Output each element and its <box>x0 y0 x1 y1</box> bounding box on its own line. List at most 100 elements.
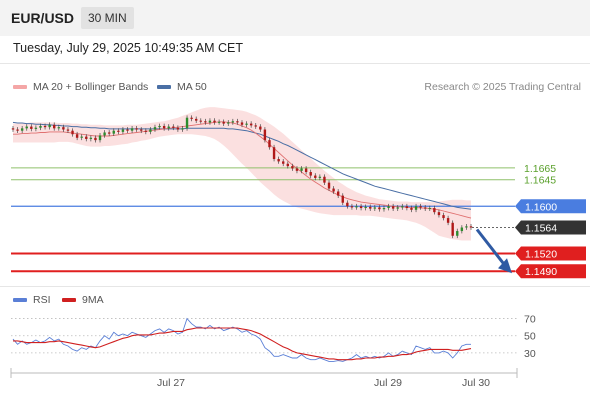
candle-body <box>217 121 221 123</box>
candle-body <box>378 207 381 210</box>
candle-body <box>437 212 441 216</box>
rsi-panel: 70 50 30 <box>11 314 536 362</box>
candle-body <box>140 129 143 131</box>
candle-body <box>199 120 202 122</box>
candle-body <box>318 176 322 178</box>
candle-body <box>153 127 157 130</box>
level-tag <box>515 220 586 235</box>
legend-label-rsi: RSI <box>33 294 51 306</box>
rsi-swatch-icon <box>13 298 27 303</box>
ma20-swatch-icon <box>13 85 27 90</box>
candle-body <box>469 226 473 228</box>
rsi-tick-label: 50 <box>524 331 536 343</box>
candle-body <box>34 127 38 129</box>
candle-body <box>167 126 170 129</box>
candle-body <box>332 188 335 192</box>
candle-body <box>135 128 138 130</box>
candle-body <box>71 130 74 135</box>
candle-body <box>130 128 134 131</box>
candle-body <box>53 124 56 129</box>
candle-body <box>327 182 331 189</box>
candle-body <box>373 207 377 209</box>
candle-body <box>204 121 207 123</box>
candle-body <box>80 136 83 138</box>
level-label: 1.1490 <box>525 266 557 278</box>
candle-body <box>355 206 358 208</box>
candle-body <box>282 161 285 164</box>
ma50-line <box>12 121 472 210</box>
candle-body <box>43 125 47 128</box>
candle-body <box>442 215 445 219</box>
candle-body <box>75 134 79 138</box>
candle-body <box>263 129 267 141</box>
candle-body <box>39 125 42 128</box>
candle-body <box>364 206 367 209</box>
candle-body <box>190 117 193 119</box>
candle-body <box>85 136 88 139</box>
candle-body <box>94 137 97 141</box>
candle-body <box>460 227 464 232</box>
candle-body <box>410 208 413 210</box>
candle-body <box>158 125 161 128</box>
price-legend-ma50: MA 50 <box>157 81 207 93</box>
candle-body <box>456 231 459 236</box>
candle-body <box>11 128 15 130</box>
candle-body <box>336 191 340 196</box>
candle-body <box>48 124 51 128</box>
candle-body <box>424 207 427 209</box>
candle-body <box>309 172 312 176</box>
legend-label-ma50: MA 50 <box>177 81 207 93</box>
candle-body <box>25 126 28 129</box>
candle-body <box>30 126 33 129</box>
level-tag <box>515 199 586 214</box>
level-tag <box>515 264 586 279</box>
candle-body <box>213 120 216 123</box>
candle-body <box>314 175 317 178</box>
level-tag <box>515 246 586 261</box>
candle-body <box>465 226 468 228</box>
timeframe-badge[interactable]: 30 MIN <box>81 7 134 29</box>
candle-body <box>249 123 253 126</box>
candle-body <box>414 206 418 210</box>
candle-body <box>144 130 148 132</box>
candle-body <box>16 129 19 131</box>
candle-body <box>107 132 111 134</box>
header-bar: EUR/USD 30 MIN <box>0 0 590 36</box>
candle-body <box>291 166 294 169</box>
candle-body <box>149 129 152 132</box>
candle-body <box>396 207 399 209</box>
candle-body <box>121 129 125 132</box>
candle-body <box>20 128 24 131</box>
candle-body <box>227 122 230 124</box>
candle-body <box>341 195 344 203</box>
level-label: 1.1665 <box>524 163 556 175</box>
candle-body <box>323 176 326 183</box>
level-label: 1.1600 <box>525 201 557 213</box>
candle-body <box>428 208 431 210</box>
rsi-tick-label: 30 <box>524 348 536 360</box>
candle-body <box>117 130 120 132</box>
candle-body <box>272 147 276 160</box>
candle-body <box>112 130 115 134</box>
candle-body <box>419 206 422 208</box>
candle-body <box>433 208 436 213</box>
candle-body <box>62 127 65 130</box>
candle-body <box>89 137 93 139</box>
candle-body <box>382 208 386 210</box>
rsi-legend-ma: 9MA <box>62 294 104 306</box>
candle-body <box>268 140 271 148</box>
candle-body <box>195 118 198 121</box>
symbol-title: EUR/USD <box>11 10 75 26</box>
candle-body <box>126 129 129 131</box>
candle-body <box>181 128 184 130</box>
candle-body <box>369 206 372 209</box>
candle-body <box>66 129 70 131</box>
candle-body <box>172 126 175 128</box>
rsi-legend-rsi: RSI <box>13 294 51 306</box>
candle-body <box>240 122 244 125</box>
divider-panels <box>0 286 590 287</box>
time-axis: Jul 27 Jul 29 Jul 30 <box>10 368 518 389</box>
candle-body <box>208 120 212 123</box>
level-label: 1.1564 <box>525 223 557 235</box>
